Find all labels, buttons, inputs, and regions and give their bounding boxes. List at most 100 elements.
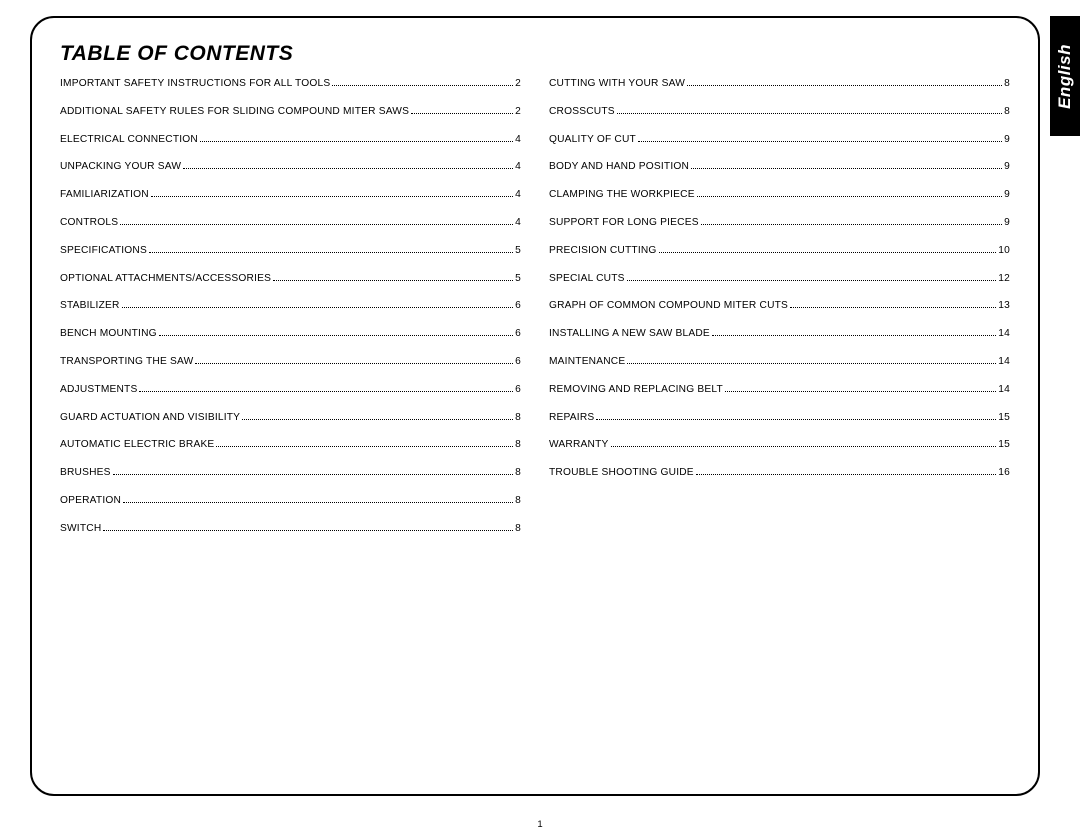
toc-entry-page: 14 [998, 384, 1010, 395]
toc-entry-label: CUTTING WITH YOUR SAW [549, 78, 685, 89]
toc-leader-dots [411, 108, 513, 114]
toc-entry: REPAIRS15 [549, 412, 1010, 423]
toc-entry-label: BODY AND HAND POSITION [549, 161, 689, 172]
toc-entry: ADDITIONAL SAFETY RULES FOR SLIDING COMP… [60, 106, 521, 117]
toc-entry: TROUBLE SHOOTING GUIDE16 [549, 467, 1010, 478]
toc-entry-label: ADDITIONAL SAFETY RULES FOR SLIDING COMP… [60, 106, 409, 117]
toc-entry: UNPACKING YOUR SAW 4 [60, 161, 521, 172]
toc-entry-page: 13 [998, 300, 1010, 311]
toc-entry: SUPPORT FOR LONG PIECES9 [549, 217, 1010, 228]
toc-leader-dots [139, 386, 513, 392]
toc-entry: SWITCH 8 [60, 523, 521, 534]
language-tab: English [1050, 16, 1080, 136]
toc-entry-label: UNPACKING YOUR SAW [60, 161, 181, 172]
toc-entry-label: ELECTRICAL CONNECTION [60, 134, 198, 145]
toc-leader-dots [332, 80, 513, 86]
toc-entry-page: 8 [515, 495, 521, 506]
toc-entry: CUTTING WITH YOUR SAW 8 [549, 78, 1010, 89]
toc-entry-page: 6 [515, 384, 521, 395]
toc-entry: REMOVING AND REPLACING BELT 14 [549, 384, 1010, 395]
toc-entry-page: 2 [515, 106, 521, 117]
toc-column-left: IMPORTANT SAFETY INSTRUCTIONS FOR ALL TO… [60, 78, 521, 551]
toc-entry-label: AUTOMATIC ELECTRIC BRAKE [60, 439, 214, 450]
toc-leader-dots [103, 525, 513, 531]
toc-entry: AUTOMATIC ELECTRIC BRAKE 8 [60, 439, 521, 450]
toc-leader-dots [122, 303, 514, 309]
toc-entry-label: BENCH MOUNTING [60, 328, 157, 339]
toc-leader-dots [273, 275, 513, 281]
toc-entry-page: 9 [1004, 189, 1010, 200]
toc-entry-page: 8 [515, 467, 521, 478]
toc-entry: OPTIONAL ATTACHMENTS/ACCESSORIES5 [60, 273, 521, 284]
toc-entry-page: 16 [998, 467, 1010, 478]
toc-entry: CONTROLS 4 [60, 217, 521, 228]
toc-entry: STABILIZER 6 [60, 300, 521, 311]
toc-entry-label: OPTIONAL ATTACHMENTS/ACCESSORIES [60, 273, 271, 284]
toc-leader-dots [195, 358, 513, 364]
toc-entry-page: 4 [515, 189, 521, 200]
toc-entry-page: 5 [515, 245, 521, 256]
toc-leader-dots [159, 331, 513, 337]
toc-entry-label: CLAMPING THE WORKPIECE [549, 189, 695, 200]
toc-entry-label: STABILIZER [60, 300, 120, 311]
toc-leader-dots [697, 192, 1002, 198]
toc-entry: BRUSHES8 [60, 467, 521, 478]
toc-leader-dots [149, 247, 513, 253]
toc-leader-dots [627, 275, 997, 281]
toc-leader-dots [725, 386, 996, 392]
toc-entry-page: 8 [515, 439, 521, 450]
toc-entry-page: 14 [998, 356, 1010, 367]
toc-entry: ELECTRICAL CONNECTION 4 [60, 134, 521, 145]
toc-leader-dots [627, 358, 996, 364]
toc-entry-label: REPAIRS [549, 412, 594, 423]
toc-entry: CROSSCUTS8 [549, 106, 1010, 117]
toc-leader-dots [183, 164, 513, 170]
toc-entry-page: 14 [998, 328, 1010, 339]
toc-entry-page: 4 [515, 161, 521, 172]
toc-leader-dots [712, 331, 996, 337]
toc-entry-page: 9 [1004, 134, 1010, 145]
toc-leader-dots [790, 303, 996, 309]
toc-entry: IMPORTANT SAFETY INSTRUCTIONS FOR ALL TO… [60, 78, 521, 89]
toc-entry-label: CONTROLS [60, 217, 118, 228]
toc-entry-page: 6 [515, 328, 521, 339]
toc-leader-dots [113, 470, 513, 476]
toc-entry: PRECISION CUTTING10 [549, 245, 1010, 256]
toc-entry-page: 6 [515, 356, 521, 367]
toc-entry-page: 8 [1004, 78, 1010, 89]
toc-entry-page: 2 [515, 78, 521, 89]
toc-entry: SPECIFICATIONS5 [60, 245, 521, 256]
toc-leader-dots [701, 219, 1002, 225]
toc-leader-dots [696, 470, 996, 476]
toc-entry-page: 4 [515, 217, 521, 228]
toc-entry-label: REMOVING AND REPLACING BELT [549, 384, 723, 395]
toc-leader-dots [617, 108, 1002, 114]
toc-entry-page: 8 [515, 523, 521, 534]
toc-leader-dots [691, 164, 1002, 170]
toc-entry-page: 4 [515, 134, 521, 145]
toc-column-right: CUTTING WITH YOUR SAW 8 CROSSCUTS8 QUALITY … [549, 78, 1010, 551]
toc-entry: MAINTENANCE 14 [549, 356, 1010, 367]
toc-entry-page: 15 [998, 439, 1010, 450]
toc-leader-dots [151, 192, 513, 198]
page-number: 1 [537, 819, 542, 830]
toc-leader-dots [242, 414, 513, 420]
toc-title: TABLE OF CONTENTS [60, 42, 1010, 66]
toc-entry-page: 6 [515, 300, 521, 311]
toc-entry: GRAPH OF COMMON COMPOUND MITER CUTS13 [549, 300, 1010, 311]
toc-entry-label: ADJUSTMENTS [60, 384, 137, 395]
page-frame: TABLE OF CONTENTS IMPORTANT SAFETY INSTR… [30, 16, 1040, 796]
toc-leader-dots [638, 136, 1002, 142]
toc-entry-label: INSTALLING A NEW SAW BLADE [549, 328, 710, 339]
toc-entry: BODY AND HAND POSITION9 [549, 161, 1010, 172]
toc-entry-page: 8 [515, 412, 521, 423]
toc-entry-label: MAINTENANCE [549, 356, 625, 367]
toc-entry-label: FAMILIARIZATION [60, 189, 149, 200]
toc-entry: CLAMPING THE WORKPIECE 9 [549, 189, 1010, 200]
toc-leader-dots [659, 247, 997, 253]
toc-entry: ADJUSTMENTS 6 [60, 384, 521, 395]
toc-entry-label: QUALITY OF CUT [549, 134, 636, 145]
toc-entry-label: SWITCH [60, 523, 101, 534]
toc-entry-label: SUPPORT FOR LONG PIECES [549, 217, 699, 228]
toc-leader-dots [200, 136, 513, 142]
